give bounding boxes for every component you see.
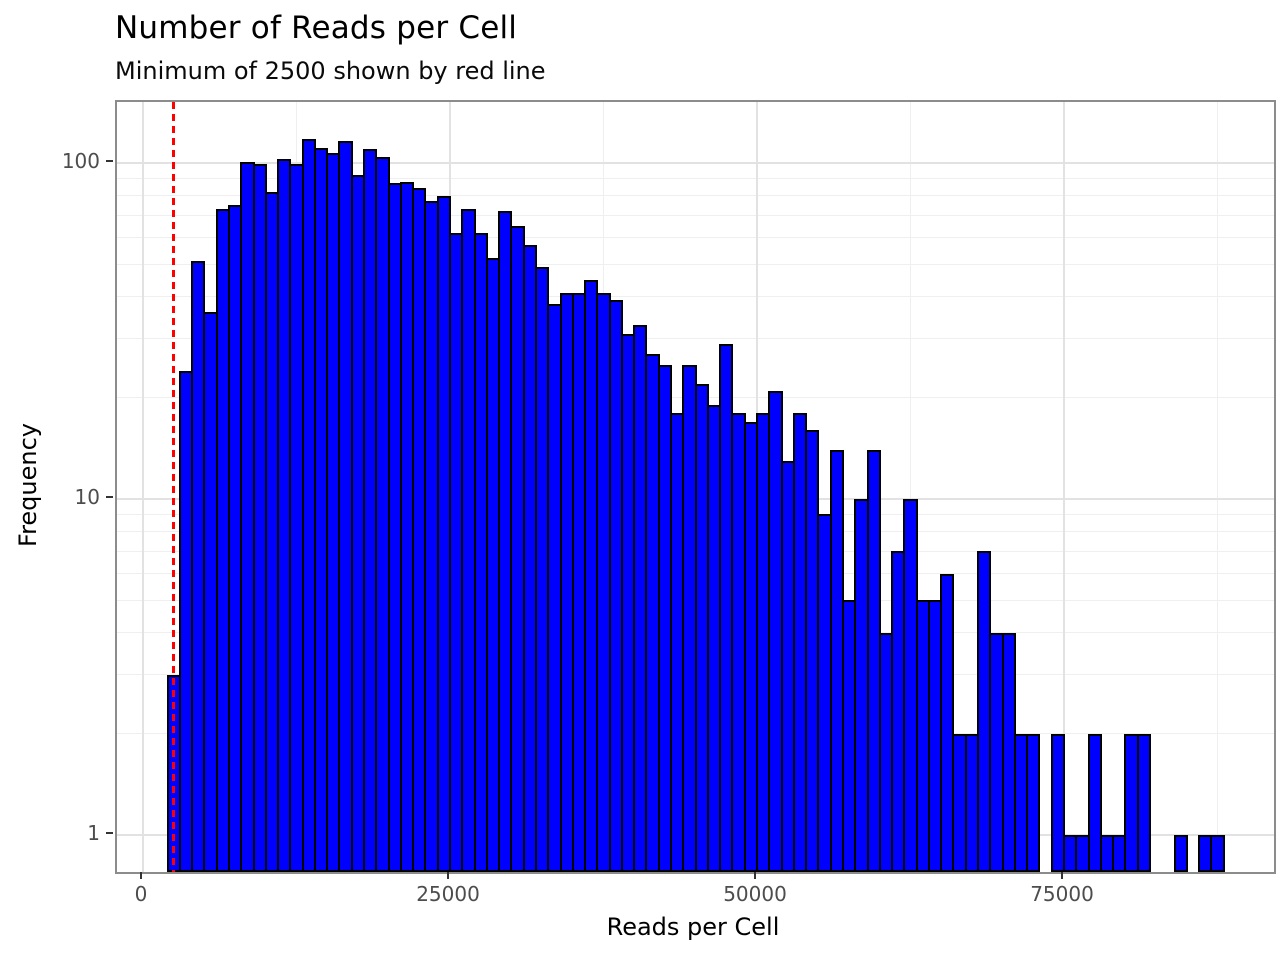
histogram-bar <box>1026 733 1041 872</box>
gridline <box>1063 102 1065 872</box>
y-tick-label: 10 <box>74 485 100 509</box>
y-axis-title: Frequency <box>14 423 42 547</box>
histogram-bar <box>940 573 955 872</box>
tick-mark <box>447 872 449 879</box>
gridline <box>117 237 1274 239</box>
x-tick-label: 50000 <box>723 882 787 906</box>
tick-mark <box>106 160 113 162</box>
gridline <box>117 195 1274 197</box>
tick-mark <box>106 832 113 834</box>
tick-mark <box>1061 872 1063 879</box>
tick-mark <box>140 872 142 879</box>
x-tick-label: 75000 <box>1030 882 1094 906</box>
histogram-bar <box>1210 835 1225 872</box>
x-axis-title: Reads per Cell <box>606 913 780 941</box>
gridline <box>117 162 1274 164</box>
gridline <box>117 263 1274 265</box>
gridline <box>117 296 1274 298</box>
x-tick-label: 25000 <box>416 882 480 906</box>
gridline <box>117 338 1274 340</box>
histogram-bar <box>1136 733 1151 872</box>
histogram-bar <box>1050 733 1065 872</box>
gridline <box>142 102 144 872</box>
chart-title: Number of Reads per Cell <box>115 10 518 46</box>
threshold-line <box>172 102 176 872</box>
tick-mark <box>754 872 756 879</box>
plot-panel <box>115 100 1276 874</box>
gridline <box>1217 102 1218 872</box>
chart-subtitle: Minimum of 2500 shown by red line <box>115 57 546 85</box>
histogram-bar <box>1173 835 1188 872</box>
gridline <box>910 102 911 872</box>
gridline <box>117 177 1274 179</box>
gridline <box>117 214 1274 216</box>
y-tick-label: 100 <box>61 149 100 173</box>
histogram-bar <box>1087 733 1102 872</box>
x-tick-label: 0 <box>134 882 148 906</box>
tick-mark <box>106 496 113 498</box>
y-tick-label: 1 <box>87 821 100 845</box>
